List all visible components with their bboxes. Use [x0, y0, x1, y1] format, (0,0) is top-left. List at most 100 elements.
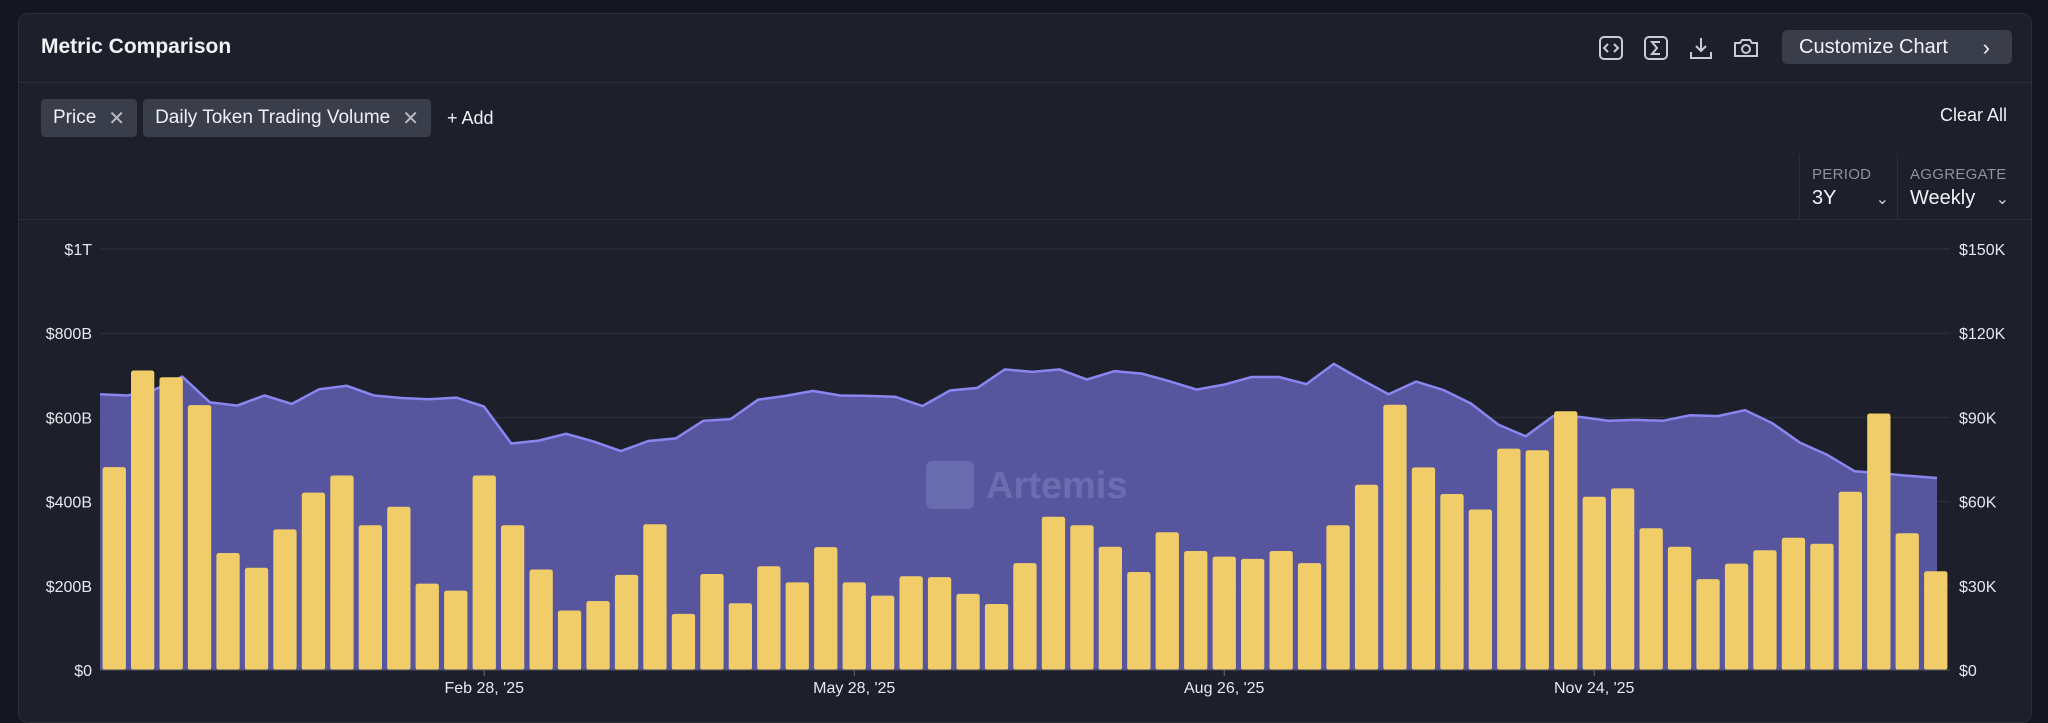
volume-bar: [1184, 551, 1208, 670]
code-icon[interactable]: [1597, 34, 1625, 62]
volume-bar: [586, 601, 610, 670]
aggregate-select[interactable]: AGGREGATE Weekly ⌄: [1897, 154, 2017, 219]
volume-bar: [1098, 546, 1122, 670]
download-icon[interactable]: [1687, 34, 1715, 62]
volume-bar: [1127, 572, 1151, 670]
volume-bar: [1013, 563, 1037, 670]
volume-bar: [842, 582, 866, 670]
divider: [19, 219, 2031, 220]
metric-chip-price[interactable]: Price ✕: [41, 99, 138, 137]
volume-bar: [1297, 563, 1322, 670]
volume-bar: [614, 574, 639, 670]
chevron-down-icon: ⌄: [1875, 190, 1889, 208]
volume-bar: [1582, 496, 1606, 670]
right-axis-tick: $120K: [1959, 326, 2006, 343]
right-axis-tick: $30K: [1959, 579, 1997, 596]
x-axis-tick: Nov 24, '25: [1554, 680, 1635, 697]
volume-bar: [330, 475, 354, 670]
clear-all-button[interactable]: Clear All: [1939, 105, 2007, 125]
volume-bar: [1411, 467, 1436, 670]
volume-bar: [1269, 551, 1293, 670]
volume-bar: [415, 583, 439, 670]
volume-bar: [1895, 533, 1919, 670]
metric-chip-volume[interactable]: Daily Token Trading Volume ✕: [143, 99, 431, 137]
customize-chart-label: Customize Chart: [1799, 35, 1948, 58]
right-axis-tick: $0: [1959, 663, 1977, 680]
volume-bar: [1354, 484, 1379, 670]
volume-bar: [1611, 488, 1635, 670]
volume-bar: [1212, 556, 1236, 670]
volume-bar: [1326, 525, 1350, 670]
volume-bar: [244, 567, 269, 670]
volume-bar: [871, 595, 895, 670]
volume-bar: [1041, 516, 1066, 670]
volume-bar: [1497, 448, 1521, 670]
volume-bar: [358, 525, 382, 670]
chevron-down-icon: ⌄: [1995, 190, 2009, 208]
camera-icon[interactable]: [1732, 34, 1760, 62]
volume-bar: [671, 613, 696, 670]
volume-bar: [1724, 563, 1749, 670]
volume-bar: [102, 467, 126, 670]
x-axis-tick: Feb 28, '25: [444, 680, 524, 697]
volume-bar: [1696, 579, 1720, 670]
right-axis-tick: $60K: [1959, 495, 1997, 512]
left-axis-tick: $0: [74, 663, 92, 680]
close-icon[interactable]: ✕: [108, 107, 126, 130]
left-axis-tick: $200B: [46, 579, 92, 596]
volume-bar: [785, 582, 809, 670]
volume-bar: [1838, 491, 1862, 670]
period-value: 3Y: [1812, 187, 1837, 209]
volume-bar: [700, 574, 724, 670]
volume-bar: [1810, 543, 1834, 670]
aggregate-label: AGGREGATE: [1910, 166, 2007, 183]
right-axis-tick: $150K: [1959, 242, 2006, 259]
left-axis-tick: $600B: [46, 410, 92, 427]
watermark: Artemis: [986, 465, 1128, 507]
artemis-logo-icon: [926, 461, 974, 509]
volume-bar: [187, 405, 212, 670]
volume-bar: [1781, 537, 1806, 670]
x-axis-tick: Aug 26, '25: [1184, 680, 1265, 697]
volume-bar: [1667, 546, 1692, 670]
add-metric-button[interactable]: + Add: [447, 107, 494, 128]
volume-bar: [444, 590, 468, 670]
volume-bar: [1241, 558, 1265, 670]
volume-bar: [216, 553, 240, 670]
volume-bar: [387, 506, 411, 670]
volume-bar: [301, 492, 326, 670]
volume-bar: [529, 569, 553, 670]
volume-bar: [814, 547, 838, 670]
volume-bar: [1440, 494, 1464, 670]
volume-bar: [728, 603, 752, 670]
volume-bar: [501, 525, 525, 670]
sigma-icon[interactable]: [1642, 34, 1670, 62]
volume-bar: [1753, 550, 1777, 670]
right-axis-tick: $90K: [1959, 410, 1997, 427]
volume-bar: [159, 377, 183, 670]
left-axis-tick: $1T: [64, 242, 92, 259]
panel-header: Metric Comparison Customize Chart ›: [19, 14, 2031, 83]
period-select[interactable]: PERIOD 3Y ⌄: [1799, 154, 1897, 219]
page-title: Metric Comparison: [41, 35, 232, 58]
close-icon[interactable]: ✕: [402, 107, 419, 130]
volume-bar: [1070, 525, 1094, 670]
volume-bar: [557, 610, 582, 670]
volume-bar: [131, 370, 155, 670]
volume-bar: [1525, 450, 1549, 670]
volume-bar: [899, 576, 923, 670]
volume-bar: [1639, 528, 1663, 670]
x-axis-tick: May 28, '25: [813, 680, 895, 697]
volume-bar: [472, 475, 496, 670]
volume-bar: [956, 593, 980, 670]
metric-chip-label: Daily Token Trading Volume: [155, 107, 391, 128]
volume-bar: [1867, 413, 1891, 670]
volume-bar: [984, 604, 1009, 670]
aggregate-value: Weekly: [1910, 187, 1976, 209]
volume-bar: [1554, 411, 1578, 670]
customize-chart-button[interactable]: Customize Chart ›: [1782, 30, 2012, 64]
chevron-right-icon: ›: [1982, 35, 1990, 60]
volume-bar: [1155, 532, 1179, 670]
volume-bar: [1468, 509, 1492, 670]
